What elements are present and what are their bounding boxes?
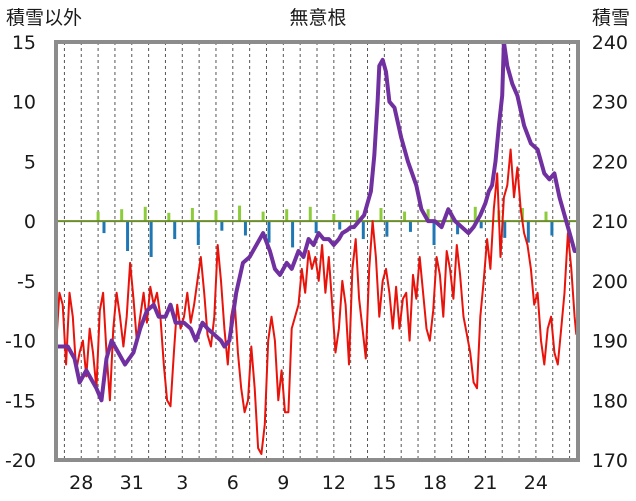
y-right-tick-label: 240 bbox=[592, 32, 628, 54]
y-right-tick-label: 220 bbox=[592, 151, 628, 173]
snow-depth-line bbox=[56, 40, 577, 403]
bar bbox=[196, 221, 200, 246]
y-left-tick-label: 0 bbox=[24, 211, 36, 233]
bar bbox=[426, 209, 430, 222]
bar bbox=[102, 221, 106, 234]
temperature-line bbox=[55, 148, 578, 455]
x-tick-label: 6 bbox=[227, 472, 239, 494]
y-left-tick-label: 15 bbox=[12, 32, 36, 54]
y-right-tick-label: 190 bbox=[592, 331, 628, 353]
bar bbox=[355, 210, 359, 222]
bar bbox=[338, 221, 342, 230]
x-tick-label: 18 bbox=[423, 472, 447, 494]
bar bbox=[544, 211, 548, 222]
y-left-ticks: 15 10 5 0 -5 -10 -15 -20 bbox=[5, 32, 36, 472]
x-tick-label: 9 bbox=[277, 472, 289, 494]
bar bbox=[361, 221, 365, 240]
y-right-ticks: 240 230 220 210 200 190 180 170 bbox=[592, 32, 628, 472]
bar bbox=[120, 209, 124, 222]
bar bbox=[96, 211, 100, 222]
x-tick-label: 15 bbox=[372, 472, 396, 494]
bar bbox=[526, 221, 530, 243]
y-right-tick-label: 230 bbox=[592, 92, 628, 114]
y-left-label: 積雪以外 bbox=[6, 7, 82, 29]
y-right-tick-label: 200 bbox=[592, 271, 628, 293]
x-tick-label: 21 bbox=[473, 472, 497, 494]
bar bbox=[243, 221, 247, 236]
y-left-tick-label: -10 bbox=[5, 331, 36, 353]
bar bbox=[456, 221, 460, 235]
x-tick-label: 24 bbox=[524, 472, 548, 494]
bar bbox=[238, 205, 242, 222]
lines-layer bbox=[55, 40, 578, 455]
bar bbox=[314, 221, 318, 234]
bar bbox=[432, 221, 436, 246]
bar bbox=[408, 221, 412, 232]
y-right-tick-label: 210 bbox=[592, 211, 628, 233]
bar bbox=[261, 211, 265, 222]
bar bbox=[479, 221, 483, 229]
bar bbox=[385, 221, 389, 237]
bar bbox=[379, 208, 383, 222]
y-left-tick-label: -5 bbox=[17, 271, 36, 293]
y-left-tick-label: 10 bbox=[12, 92, 36, 114]
bar bbox=[214, 210, 218, 222]
bar bbox=[291, 221, 295, 248]
bar bbox=[143, 206, 147, 222]
bar bbox=[503, 221, 507, 238]
y-left-tick-label: -20 bbox=[5, 450, 36, 472]
bars-layer bbox=[96, 205, 554, 257]
bar bbox=[332, 213, 336, 222]
bar bbox=[285, 209, 289, 222]
bar bbox=[220, 221, 224, 231]
bar bbox=[403, 211, 407, 222]
chart-title: 無意根 bbox=[289, 7, 346, 29]
y-right-label: 積雪 bbox=[592, 7, 630, 29]
bar bbox=[149, 221, 153, 257]
y-right-tick-label: 170 bbox=[592, 450, 628, 472]
grid-layer bbox=[63, 42, 571, 460]
bar bbox=[167, 212, 171, 222]
y-left-tick-label: -15 bbox=[5, 390, 36, 412]
x-tick-label: 31 bbox=[120, 472, 144, 494]
bar bbox=[473, 206, 477, 222]
x-tick-label: 28 bbox=[69, 472, 93, 494]
bar bbox=[126, 221, 130, 251]
plot-frame bbox=[54, 40, 580, 462]
bar bbox=[308, 206, 312, 222]
x-ticks: 28 31 3 6 9 12 15 18 21 24 bbox=[69, 472, 548, 494]
bar bbox=[173, 221, 177, 240]
bar bbox=[267, 221, 271, 243]
y-left-tick-label: 5 bbox=[24, 151, 36, 173]
bar bbox=[190, 208, 194, 222]
x-tick-label: 3 bbox=[176, 472, 188, 494]
bar bbox=[550, 221, 554, 236]
x-tick-label: 12 bbox=[322, 472, 346, 494]
y-right-tick-label: 180 bbox=[592, 390, 628, 412]
